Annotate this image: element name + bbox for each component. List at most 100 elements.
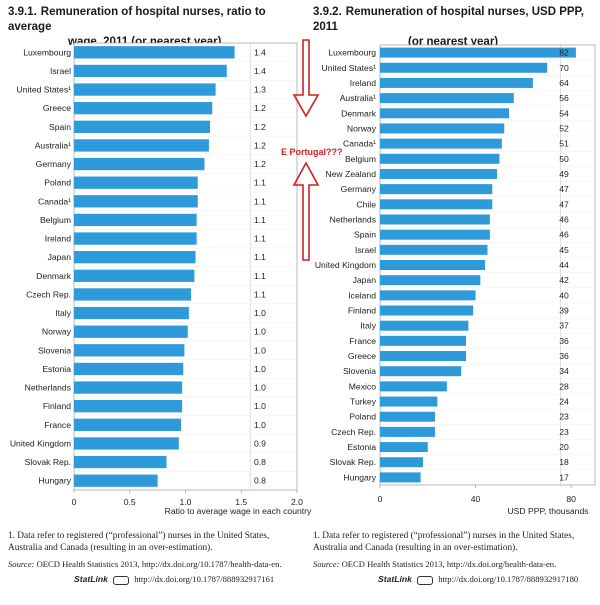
portugal-annotation: E Portugal???: [281, 147, 343, 157]
chart2-statlink-label: StatLink: [378, 574, 412, 584]
chart2-category-label-25: Poland: [349, 412, 376, 422]
chart1-category-label-5: Spain: [49, 122, 71, 132]
chart2-value-label-2: 70: [559, 63, 569, 73]
chart2-value-label-7: 51: [559, 139, 569, 149]
chart2-value-label-3: 64: [559, 78, 569, 88]
chart1-value-label-15: 1.0: [254, 308, 266, 318]
chart2-value-label-11: 47: [559, 199, 569, 209]
chart1-bar-1: [74, 46, 235, 59]
chart1-bar-16: [74, 325, 188, 338]
chart2-value-label-13: 46: [559, 230, 569, 240]
chart1-category-label-4: Greece: [43, 103, 71, 113]
chart2-value-label-18: 39: [559, 306, 569, 316]
chart1-value-label-11: 1.1: [254, 234, 266, 244]
chart1-value-label-1: 1.4: [254, 47, 266, 57]
chart2-bar-23: [380, 381, 447, 392]
chart2-category-label-26: Czech Rep.: [331, 427, 376, 437]
chart2-bar-26: [380, 426, 435, 437]
chart2-value-label-15: 44: [559, 260, 569, 270]
chart2-category-label-14: Israel: [355, 245, 376, 255]
chart2-number: 3.9.2.: [313, 6, 342, 18]
chart1-value-label-13: 1.1: [254, 271, 266, 281]
chart1-value-label-8: 1.1: [254, 178, 266, 188]
chart1-xtick-label-1: 0: [72, 497, 77, 507]
chart2-bar-16: [380, 275, 481, 286]
chart2-bar-8: [380, 153, 500, 164]
chart1-category-label-3: United States¹: [17, 85, 72, 95]
chart1-value-label-3: 1.3: [254, 85, 266, 95]
chart2-statlink-url[interactable]: http://dx.doi.org/10.1787/888932917180: [438, 574, 579, 584]
chart2-category-label-10: Germany: [341, 184, 377, 194]
chart1-bar-18: [74, 362, 184, 376]
chart2-bar-27: [380, 442, 428, 453]
chart1-source-label: Source:: [8, 559, 35, 569]
chart1-bar-14: [74, 288, 192, 301]
chart2-value-label-20: 36: [559, 336, 569, 346]
chart1-source: Source: OECD Health Statistics 2013, htt…: [8, 559, 300, 570]
chart2-statlink: StatLink http://dx.doi.org/10.1787/88893…: [378, 574, 578, 585]
chart2-category-label-1: Luxembourg: [328, 48, 376, 58]
chart1-bar-19: [74, 381, 183, 394]
chart1-bar-7: [74, 157, 205, 171]
chart2-value-label-27: 20: [559, 442, 569, 452]
chart2-bar-21: [380, 351, 466, 362]
chart1-bar-21: [74, 418, 182, 431]
chart2-category-label-6: Norway: [347, 123, 377, 133]
chart2-value-label-23: 28: [559, 381, 569, 391]
chart1-category-label-16: Norway: [42, 327, 72, 337]
chart2-category-label-9: New Zealand: [325, 169, 376, 179]
chart1-bar-23: [74, 455, 167, 469]
chart2-category-label-16: Japan: [353, 275, 377, 285]
chart1-category-label-9: Canada¹: [38, 196, 71, 206]
chart1-statlink: StatLink http://dx.doi.org/10.1787/88893…: [74, 574, 274, 585]
chart2-bar-13: [380, 229, 490, 240]
chart1-footnote: 1. Data refer to registered (“profession…: [8, 531, 270, 553]
chart1-category-label-22: United Kingdom: [10, 438, 71, 448]
chart2-bar-6: [380, 123, 505, 134]
chart1-bar-5: [74, 120, 211, 133]
chart2-bar-2: [380, 62, 548, 73]
chart1-value-label-14: 1.1: [254, 289, 266, 299]
chart2-bar-3: [380, 77, 533, 88]
chart1-category-label-14: Czech Rep.: [26, 289, 71, 299]
chart2-category-label-29: Hungary: [344, 472, 377, 482]
chart1-value-label-16: 1.0: [254, 327, 266, 337]
chart2-source-label: Source:: [313, 559, 340, 569]
chart2-bar-17: [380, 290, 476, 301]
chart2-value-label-17: 40: [559, 290, 569, 300]
chart1-category-label-7: Germany: [36, 159, 72, 169]
chart2-category-label-18: Finland: [348, 306, 376, 316]
chart2-source-text: OECD Health Statistics 2013, http://dx.d…: [341, 559, 557, 569]
chart1-xtick-label-2: 0.5: [124, 497, 136, 507]
chart1-number: 3.9.1.: [8, 6, 37, 18]
chart2-xaxis-title: USD PPP, thousands: [507, 506, 588, 516]
chart2-bar-19: [380, 320, 469, 331]
chart2-value-label-1: 82: [559, 48, 569, 58]
chart2-bar-18: [380, 305, 474, 316]
chart2-value-label-29: 17: [559, 472, 569, 482]
chart1-category-label-11: Ireland: [45, 234, 71, 244]
chart1-xtick-label-4: 1.5: [235, 497, 247, 507]
chart2-category-label-17: Iceland: [348, 290, 376, 300]
chart2-category-label-13: Spain: [354, 230, 376, 240]
chart2-category-label-28: Slovak Rep.: [330, 457, 376, 467]
chart2-value-label-19: 37: [559, 321, 569, 331]
chart2-category-label-19: Italy: [360, 321, 376, 331]
chart2-value-label-25: 23: [559, 412, 569, 422]
chart2-category-label-20: France: [349, 336, 376, 346]
chart1-statlink-url[interactable]: http://dx.doi.org/10.1787/888932917161: [134, 574, 275, 584]
chart1-value-label-9: 1.1: [254, 196, 266, 206]
chart2-value-label-24: 24: [559, 397, 569, 407]
annotation-up-arrow-icon: [292, 161, 320, 261]
chart1-bar-13: [74, 269, 195, 282]
chart1-value-label-12: 1.1: [254, 252, 266, 262]
chart2-value-label-9: 49: [559, 169, 569, 179]
chart2-bar-7: [380, 138, 502, 149]
chart2-value-label-12: 46: [559, 214, 569, 224]
chart1-category-label-18: Estonia: [42, 364, 71, 374]
chart2-footnote: 1. Data refer to registered (“profession…: [313, 531, 575, 553]
chart2-value-label-8: 50: [559, 154, 569, 164]
chart1-title-line1: Remuneration of hospital nurses, ratio t…: [8, 6, 266, 33]
chart1-bar-17: [74, 344, 185, 357]
